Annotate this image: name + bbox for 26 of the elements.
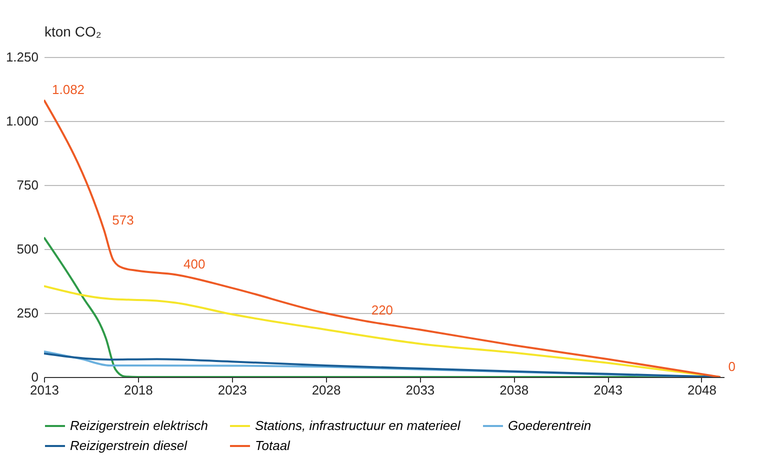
legend-label: Totaal <box>255 438 292 453</box>
y-tick-label: 1.250 <box>6 50 38 64</box>
legend-label: Goederentrein <box>508 418 592 433</box>
y-tick-label: 500 <box>16 242 38 256</box>
y-tick-label: 0 <box>31 370 38 384</box>
x-tick-label: 2033 <box>406 382 435 398</box>
y-axis-title: kton CO₂ <box>44 24 102 40</box>
line-series <box>44 99 722 377</box>
annotation: 1.082 <box>52 82 85 98</box>
y-tick-label: 250 <box>16 306 38 320</box>
legend-label: Stations, infrastructuur en materieel <box>255 418 462 433</box>
legend-label: Reizigerstrein diesel <box>70 438 188 453</box>
x-tick-label: 2048 <box>688 382 716 398</box>
x-tick-label: 2018 <box>124 382 153 398</box>
y-tick-label: 750 <box>16 178 38 192</box>
annotation: 0 <box>728 359 736 374</box>
y-tick-label: 1.000 <box>6 114 38 128</box>
x-tick-label: 2013 <box>30 382 59 398</box>
legend-label: Reizigerstrein elektrisch <box>70 418 208 433</box>
x-tick-label: 2028 <box>312 382 341 398</box>
annotation: 400 <box>183 256 206 272</box>
x-tick-label: 2043 <box>594 382 622 398</box>
annotation: 573 <box>112 212 134 228</box>
annotation: 220 <box>371 302 394 318</box>
x-tick-label: 2023 <box>218 382 247 398</box>
x-tick-label: 2038 <box>500 382 529 398</box>
